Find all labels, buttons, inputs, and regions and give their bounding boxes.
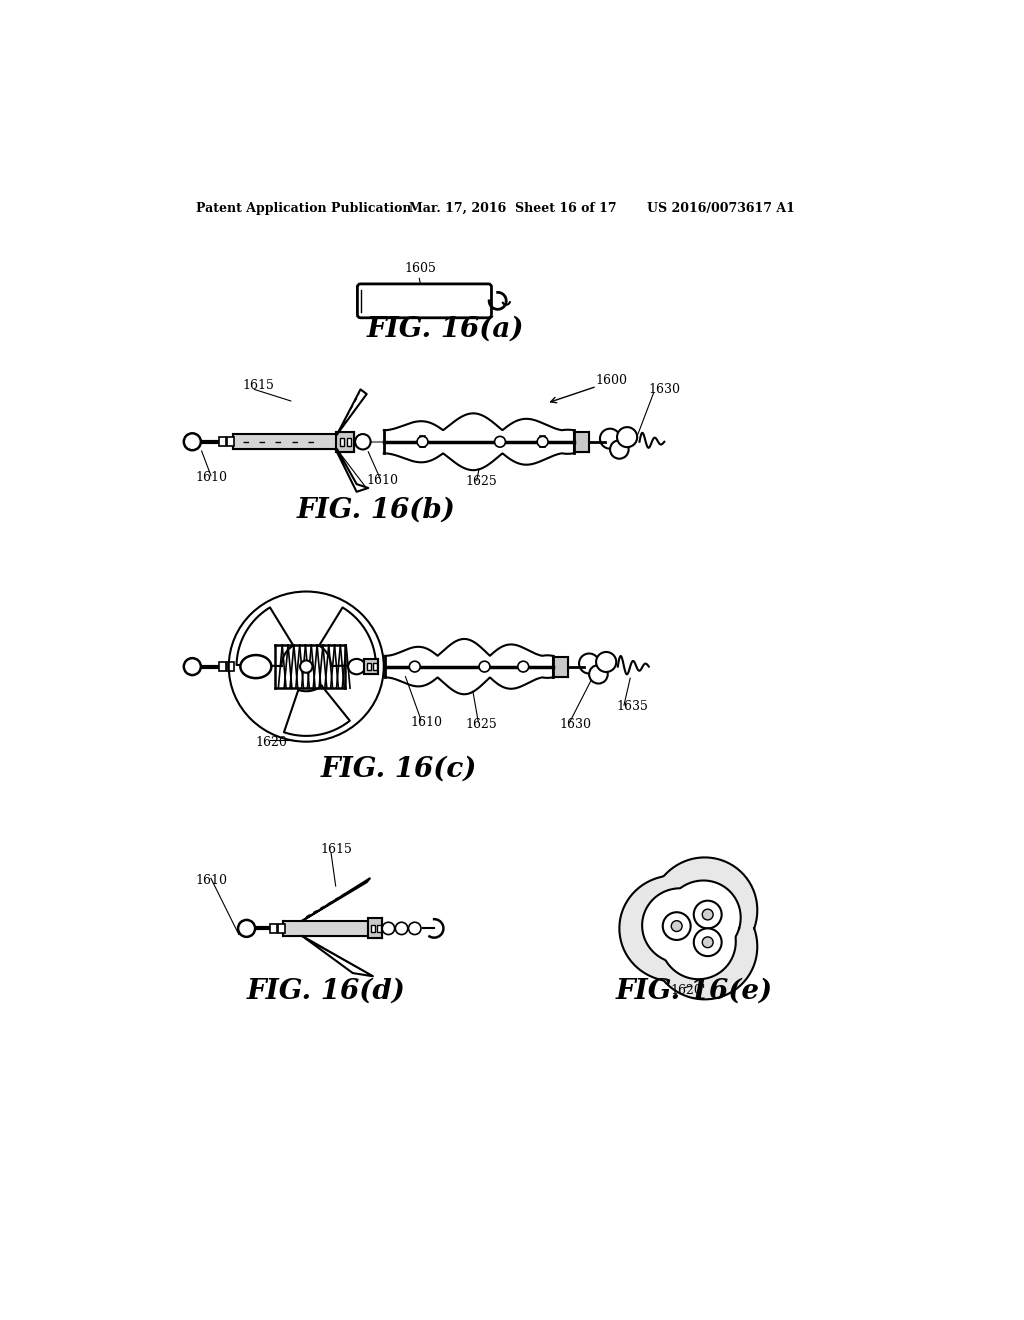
Bar: [270, 924, 276, 933]
Text: 1610: 1610: [196, 471, 227, 484]
Text: 1615: 1615: [321, 842, 352, 855]
Circle shape: [183, 659, 201, 675]
Text: 1610: 1610: [411, 715, 442, 729]
Bar: [373, 663, 377, 671]
Bar: [219, 437, 226, 446]
Text: FIG. 16(e): FIG. 16(e): [615, 978, 772, 1005]
Circle shape: [617, 428, 637, 447]
Circle shape: [600, 429, 621, 449]
Text: FIG. 16(b): FIG. 16(b): [297, 496, 456, 524]
Polygon shape: [642, 880, 740, 979]
Circle shape: [410, 661, 420, 672]
Circle shape: [495, 437, 506, 447]
Polygon shape: [620, 858, 758, 999]
Bar: [372, 924, 375, 932]
Bar: [227, 663, 234, 671]
Polygon shape: [237, 607, 293, 667]
Text: FIG. 16(d): FIG. 16(d): [246, 978, 406, 1005]
Circle shape: [693, 900, 722, 928]
Circle shape: [417, 437, 428, 447]
Circle shape: [518, 661, 528, 672]
Text: 1600: 1600: [595, 374, 628, 387]
Text: 1620: 1620: [256, 735, 288, 748]
Circle shape: [355, 434, 371, 449]
Bar: [377, 924, 381, 932]
Text: FIG. 16(a): FIG. 16(a): [367, 315, 524, 343]
Bar: [340, 438, 344, 446]
Text: 1625: 1625: [465, 718, 497, 731]
Text: 1630: 1630: [560, 718, 592, 731]
Circle shape: [409, 923, 421, 935]
Circle shape: [596, 652, 616, 672]
Circle shape: [479, 661, 489, 672]
Text: US 2016/0073617 A1: US 2016/0073617 A1: [647, 202, 795, 215]
Polygon shape: [319, 607, 376, 667]
Ellipse shape: [241, 655, 271, 678]
Circle shape: [538, 437, 548, 447]
Text: 1615: 1615: [243, 379, 274, 392]
Circle shape: [238, 920, 255, 937]
Text: 1610: 1610: [196, 874, 227, 887]
Circle shape: [395, 923, 408, 935]
Circle shape: [693, 928, 722, 956]
Polygon shape: [302, 878, 370, 921]
FancyBboxPatch shape: [357, 284, 492, 318]
Text: 1635: 1635: [616, 700, 648, 713]
Bar: [278, 924, 285, 933]
Text: 1630: 1630: [649, 383, 681, 396]
Text: Patent Application Publication: Patent Application Publication: [197, 202, 412, 215]
Text: Mar. 17, 2016  Sheet 16 of 17: Mar. 17, 2016 Sheet 16 of 17: [410, 202, 616, 215]
Circle shape: [382, 923, 394, 935]
Circle shape: [663, 912, 690, 940]
Text: 1625: 1625: [465, 475, 497, 488]
Circle shape: [610, 441, 629, 459]
Text: 1605: 1605: [404, 261, 436, 275]
Polygon shape: [336, 449, 369, 492]
Circle shape: [672, 921, 682, 932]
Polygon shape: [284, 686, 350, 735]
Bar: [368, 663, 372, 671]
Text: FIG. 16(c): FIG. 16(c): [322, 755, 477, 783]
Circle shape: [589, 665, 607, 684]
Polygon shape: [337, 389, 367, 434]
Circle shape: [702, 909, 713, 920]
Circle shape: [300, 660, 312, 673]
Text: 1610: 1610: [367, 474, 398, 487]
Polygon shape: [302, 936, 373, 977]
Circle shape: [183, 433, 201, 450]
Bar: [227, 437, 234, 446]
Ellipse shape: [348, 659, 366, 675]
Circle shape: [579, 653, 599, 673]
Circle shape: [702, 937, 713, 948]
Text: 1620': 1620': [671, 983, 706, 997]
Bar: [346, 438, 351, 446]
Bar: [219, 663, 226, 671]
